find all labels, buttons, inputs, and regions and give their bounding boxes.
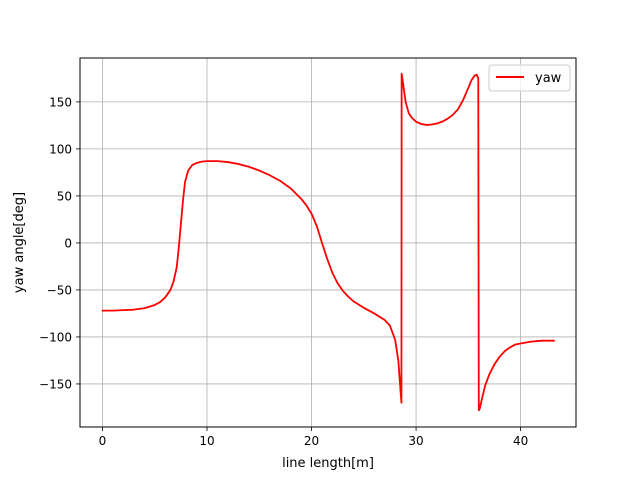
y-tick-label: 100 — [49, 142, 72, 156]
legend-label-yaw: yaw — [535, 71, 562, 86]
legend: yaw — [488, 64, 571, 92]
x-tick-label: 0 — [99, 434, 107, 448]
legend-box — [488, 64, 571, 92]
y-tick-label: −100 — [39, 330, 72, 344]
x-axis-ticks: 0 10 20 30 40 — [99, 427, 528, 448]
series-line-yaw — [101, 72, 555, 412]
plot-area — [80, 58, 576, 427]
x-tick-label: 40 — [513, 434, 528, 448]
y-tick-label: −50 — [47, 283, 72, 297]
y-axis-ticks: −150 −100 −50 0 50 100 150 — [39, 95, 80, 391]
y-tick-label: 150 — [49, 95, 72, 109]
x-axis-label: line length[m] — [282, 456, 374, 471]
plot-frame — [79, 57, 577, 428]
y-tick-label: 50 — [57, 189, 72, 203]
y-tick-label: −150 — [39, 377, 72, 391]
x-tick-label: 10 — [199, 434, 214, 448]
y-axis-label: yaw angle[deg] — [12, 192, 27, 293]
y-tick-label: 0 — [64, 236, 72, 250]
x-tick-label: 30 — [408, 434, 423, 448]
x-tick-label: 20 — [304, 434, 319, 448]
grid-lines — [80, 58, 576, 427]
series-layer — [101, 72, 555, 412]
